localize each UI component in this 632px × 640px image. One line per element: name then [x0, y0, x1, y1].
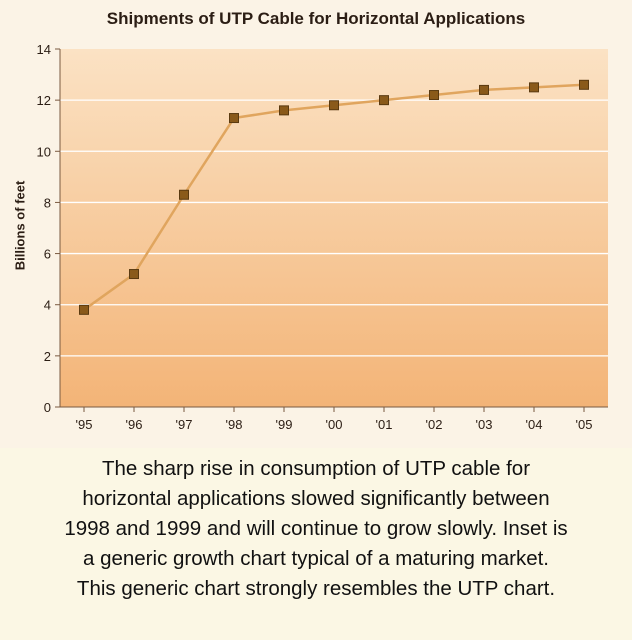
data-point	[129, 269, 139, 280]
line-chart: 0 2 4 6 8 10 12 14 '95 '96 '97 '98 '99 '00 '01 '02 '03 '0…	[37, 42, 608, 432]
x-tick-label: '03	[476, 417, 493, 432]
x-tick-label: '05	[576, 417, 593, 432]
caption-line: This generic chart strongly resembles th…	[76, 577, 556, 600]
data-point	[179, 189, 189, 200]
caption-line: horizontal applications slowed significa…	[82, 487, 550, 510]
data-point	[579, 79, 589, 90]
x-tick-label: '01	[376, 417, 393, 432]
x-tick-label: '95	[76, 417, 93, 432]
data-point	[479, 84, 489, 95]
caption-line: 1998 and 1999 and will continue to grow …	[64, 517, 568, 540]
y-tick-label: 12	[37, 93, 51, 108]
x-tick-label: '04	[526, 417, 543, 432]
x-tick-label: '98	[226, 417, 243, 432]
x-tick-label: '96	[126, 417, 143, 432]
caption-line: a generic growth chart typical of a matu…	[82, 547, 549, 570]
x-tick-label: '97	[176, 417, 193, 432]
data-point	[379, 95, 389, 106]
data-point	[429, 90, 439, 101]
y-tick-label: 4	[44, 298, 51, 313]
y-tick-label: 14	[37, 42, 51, 57]
data-point	[329, 100, 339, 111]
chart-panel: Shipments of UTP Cable for Horizontal Ap…	[12, 9, 608, 432]
caption: The sharp rise in consumption of UTP cab…	[0, 454, 632, 604]
x-tick-label: '99	[276, 417, 293, 432]
y-tick-label: 2	[44, 349, 51, 364]
y-tick-label: 6	[44, 247, 51, 262]
y-axis-label: Billions of feet	[12, 180, 28, 271]
y-tick-label: 0	[44, 400, 51, 415]
y-tick-label: 10	[37, 144, 51, 159]
x-tick-label: '00	[326, 417, 343, 432]
y-tick-label: 8	[44, 195, 51, 210]
caption-line: The sharp rise in consumption of UTP cab…	[101, 457, 531, 480]
chart-title: Shipments of UTP Cable for Horizontal Ap…	[106, 9, 526, 28]
data-point	[529, 82, 539, 93]
data-point	[279, 105, 289, 116]
data-point	[229, 113, 239, 124]
x-tick-label: '02	[426, 417, 443, 432]
data-point	[79, 304, 89, 315]
